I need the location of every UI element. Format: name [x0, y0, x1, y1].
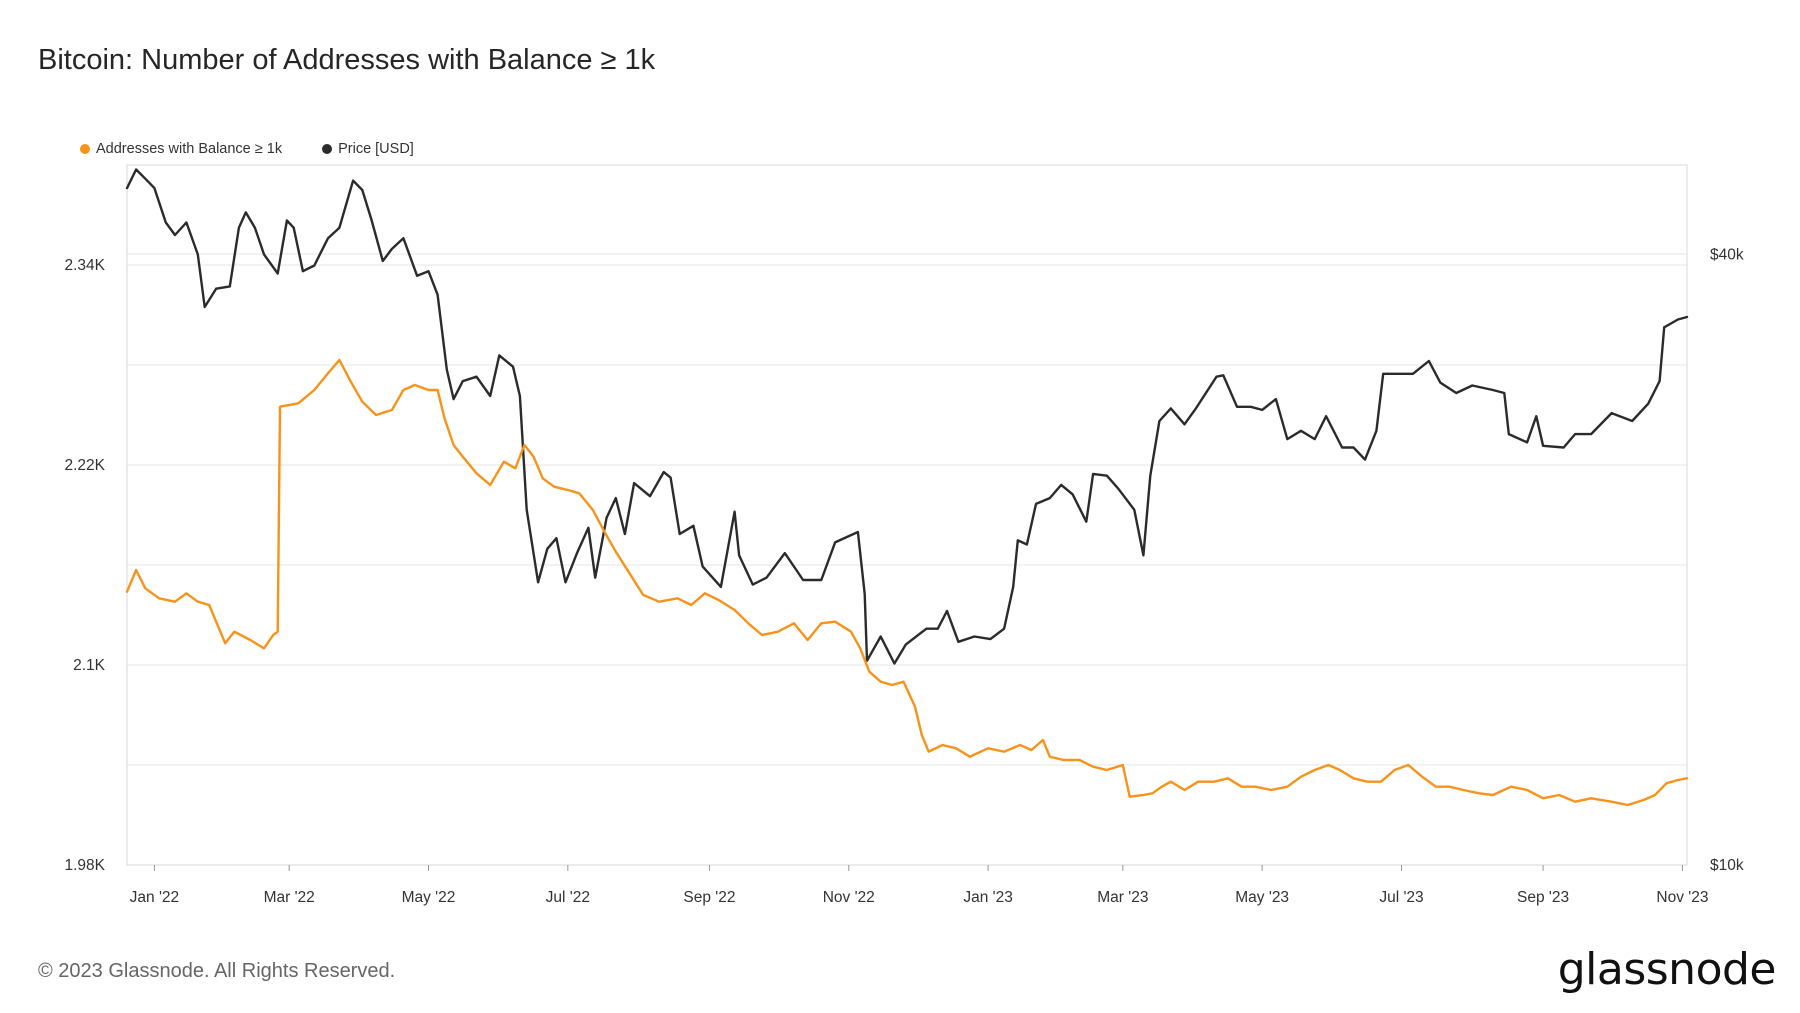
chart-title: Bitcoin: Number of Addresses with Balanc… [38, 44, 656, 76]
x-tick-label: Jul '22 [546, 889, 590, 906]
x-tick-label: May '23 [1235, 889, 1289, 906]
grid-lines [127, 253, 1687, 866]
x-tick-label: Nov '23 [1656, 889, 1708, 906]
y-left-tick-label: 2.22K [64, 457, 105, 474]
series-line-addresses[interactable] [125, 358, 1689, 807]
x-tick-label: Mar '22 [264, 889, 315, 906]
x-tick-label: Jan '23 [963, 889, 1013, 906]
y-right-tick-label: $10k [1710, 857, 1744, 874]
x-tick-label: Mar '23 [1097, 889, 1148, 906]
legend-item-price[interactable]: Price [USD] [322, 141, 414, 157]
x-tick-label: Sep '22 [683, 889, 735, 906]
legend-item-addresses[interactable]: Addresses with Balance ≥ 1k [80, 141, 282, 157]
series-line-price[interactable] [125, 168, 1689, 665]
series-layer [125, 168, 1689, 807]
legend-label-addresses: Addresses with Balance ≥ 1k [96, 141, 283, 157]
x-tick-label: Jul '23 [1379, 889, 1423, 906]
x-tick-label: Nov '22 [823, 889, 875, 906]
legend-dot-price [322, 144, 333, 154]
glassnode-logo: glassnode [1557, 944, 1777, 995]
copyright-text: © 2023 Glassnode. All Rights Reserved. [38, 960, 396, 982]
legend-label-price: Price [USD] [338, 141, 414, 157]
y-left-tick-label: 2.34K [64, 257, 105, 274]
y-left-tick-label: 1.98K [64, 857, 105, 874]
x-tick-label: Jan '22 [130, 889, 180, 906]
y-left-tick-label: 2.1K [73, 657, 106, 674]
x-tick-label: Sep '23 [1517, 889, 1569, 906]
y-axis-right: $10k $40k [1710, 246, 1744, 874]
legend: Addresses with Balance ≥ 1k Price [USD] [80, 141, 414, 157]
legend-dot-addresses [80, 144, 90, 154]
x-axis: Jan '22 Mar '22 May '22 Jul '22 Sep '22 Nov '… [130, 865, 1708, 906]
x-tick-label: May '22 [402, 889, 456, 906]
y-axis-left: 1.98K 2.1K 2.22K 2.34K [64, 257, 105, 874]
plot-frame [126, 164, 1688, 866]
y-right-tick-label: $40k [1710, 246, 1744, 263]
